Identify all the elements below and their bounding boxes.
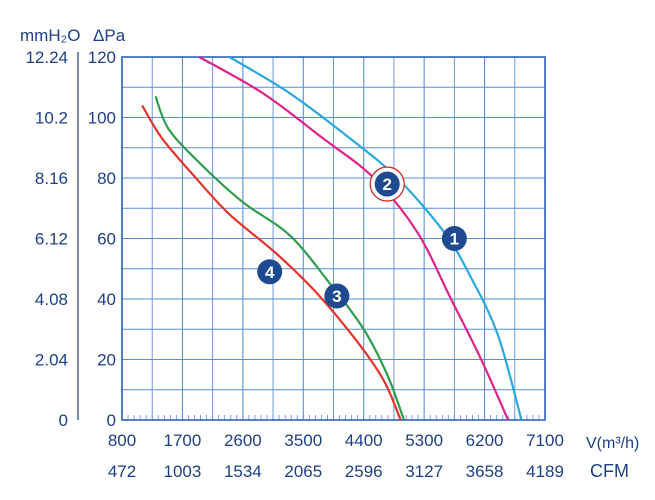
left-tick-label: 8.16 — [35, 169, 68, 188]
marker-badge-3 — [324, 283, 350, 309]
curve-markers: 1 2 3 4 — [257, 166, 467, 309]
x-tick-label-primary: 2600 — [224, 431, 262, 450]
y-tick-label: 20 — [97, 351, 116, 370]
y-tick-label: 80 — [97, 169, 116, 188]
marker-label-4: 4 — [265, 263, 275, 282]
x-unit-secondary: CFM — [590, 461, 629, 481]
x-tick-label-primary: 7100 — [526, 431, 564, 450]
x-tick-label-secondary: 2065 — [284, 462, 322, 481]
grid-lines — [121, 56, 546, 421]
x-tick-label-secondary: 3658 — [466, 462, 504, 481]
curve-1 — [228, 56, 523, 421]
x-tick-label-secondary: 1003 — [164, 462, 202, 481]
y-tick-label: 120 — [88, 48, 116, 67]
marker-badge-1 — [441, 226, 467, 251]
x-tick-label-primary: 3500 — [284, 431, 322, 450]
left-tick-label: 4.08 — [35, 290, 68, 309]
x-tick-label-primary: 800 — [108, 431, 136, 450]
x-tick-label-secondary: 472 — [108, 462, 136, 481]
y-tick-label: 0 — [107, 411, 116, 430]
marker-badge-4 — [257, 259, 283, 285]
right-axis-unit: ΔPa — [93, 26, 126, 45]
x-tick-label-primary: 1700 — [164, 431, 202, 450]
x-tick-label-primary: 4400 — [345, 431, 383, 450]
left-tick-label: 10.2 — [35, 109, 68, 128]
x-tick-label-primary: 5300 — [405, 431, 443, 450]
x-tick-label-secondary: 3127 — [405, 462, 443, 481]
left-tick-label: 2.04 — [35, 351, 68, 370]
curve-4 — [141, 104, 402, 421]
left-axis-unit: mmH₂O — [20, 26, 80, 45]
marker-label-2: 2 — [382, 175, 391, 194]
x-tick-label-secondary: 1534 — [224, 462, 262, 481]
left-tick-label: 0 — [59, 411, 68, 430]
curve-2 — [198, 56, 510, 421]
x-tick-label-secondary: 4189 — [526, 462, 564, 481]
curves — [141, 56, 523, 421]
marker-label-1: 1 — [450, 230, 459, 249]
left-tick-label: 6.12 — [35, 230, 68, 249]
y-tick-label: 60 — [97, 230, 116, 249]
curve-3 — [154, 95, 406, 421]
y-tick-label: 100 — [88, 109, 116, 128]
plot-frame — [121, 56, 546, 421]
left-tick-label: 12.24 — [25, 48, 68, 67]
y-tick-label: 40 — [97, 290, 116, 309]
x-unit-primary: V(m³/h) — [586, 435, 639, 452]
marker-badge-2 — [374, 171, 400, 197]
x-tick-label-secondary: 2596 — [345, 462, 383, 481]
x-tick-label-primary: 6200 — [466, 431, 504, 450]
marker-label-3: 3 — [332, 287, 341, 306]
tick-labels: 12010080604020012.2410.28.166.124.082.04… — [25, 48, 563, 481]
